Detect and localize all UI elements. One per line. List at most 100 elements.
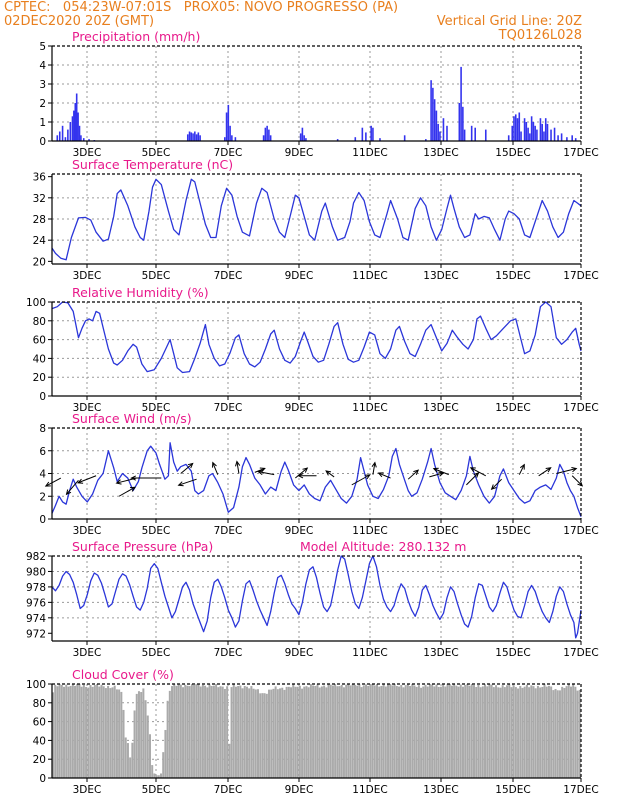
cloud-cover-bar <box>124 737 127 778</box>
precipitation-bar <box>188 131 191 141</box>
cloud-cover-bar <box>298 685 301 778</box>
cloud-cover-bar <box>362 685 365 778</box>
humidity-series-line <box>51 301 582 374</box>
cloud-cover-bar <box>201 684 204 778</box>
humidity-y-tick-label: 20 <box>33 372 46 384</box>
humidity-y-tick-label: 40 <box>33 353 46 365</box>
humidity-x-tick-label: 3DEC <box>73 402 102 414</box>
precipitation-bar <box>430 80 432 141</box>
wind-vector-head <box>129 486 137 492</box>
cloud-cover-bar <box>221 686 224 778</box>
cloud-cover-bar <box>472 685 475 778</box>
precipitation-bar <box>432 87 434 141</box>
cloud-cover-bar <box>199 686 202 778</box>
cloud-cover-bar <box>204 685 207 778</box>
cloud-cover-bar <box>100 684 103 778</box>
cloud-cover-y-tick-label: 100 <box>26 679 46 691</box>
cloud-cover-bar <box>353 684 356 778</box>
cloud-cover-y-tick-label: 60 <box>33 717 46 729</box>
pressure-x-tick-label: 15DEC <box>495 647 530 659</box>
cloud-cover-bar <box>129 757 132 778</box>
cloud-cover-bar <box>223 688 226 778</box>
precipitation-x-tick-label: 11DEC <box>352 147 387 159</box>
header-model-id: TQ0126L028 <box>498 28 582 43</box>
precipitation-bar <box>553 127 556 141</box>
cloud-cover-bar <box>314 685 317 778</box>
precipitation-bar <box>354 137 357 141</box>
cloud-cover-bar <box>287 686 290 778</box>
precipitation-bar <box>264 127 267 141</box>
precipitation-bar <box>463 129 466 141</box>
wind-x-tick-label: 7DEC <box>214 525 243 537</box>
cloud-cover-bar <box>263 693 266 778</box>
precipitation-bar <box>199 135 201 141</box>
cloud-cover-bar <box>142 688 145 778</box>
cloud-cover-bar <box>488 684 491 778</box>
wind-vector <box>118 486 136 497</box>
pressure-y-tick-label: 980 <box>26 566 46 578</box>
precipitation-bar <box>523 118 526 141</box>
cloud-cover-bar <box>312 685 315 778</box>
cloud-cover-bar <box>508 684 511 778</box>
wind-x-tick-label: 5DEC <box>142 525 171 537</box>
cloud-cover-bar <box>413 685 416 778</box>
temperature-y-tick-label: 32 <box>33 193 46 205</box>
cloud-cover-bar <box>459 684 462 778</box>
precipitation-bar <box>336 139 339 141</box>
temperature-x-tick-label: 3DEC <box>73 270 102 282</box>
cloud-cover-bar <box>345 684 348 778</box>
cloud-cover-bar <box>303 686 306 778</box>
precipitation-bar <box>78 125 81 141</box>
cloud-cover-bar <box>126 743 129 778</box>
wind-vector <box>66 479 79 495</box>
wind-x-tick-label: 15DEC <box>495 525 530 537</box>
cloud-cover-bar <box>578 689 581 778</box>
cloud-cover-bar <box>69 685 72 778</box>
cloud-cover-bar <box>572 684 575 778</box>
cloud-cover-bar <box>179 684 182 778</box>
precipitation-bar <box>67 129 69 141</box>
wind-vector <box>212 462 219 475</box>
cloud-cover-bar <box>389 684 392 778</box>
wind-vector <box>325 470 335 478</box>
precipitation-bar <box>82 138 85 141</box>
wind-vector <box>236 461 240 474</box>
precipitation-x-tick-label: 3DEC <box>73 147 102 159</box>
cloud-cover-bar <box>517 688 520 778</box>
cloud-cover-bar <box>384 686 387 778</box>
cloud-cover-bar <box>234 686 237 778</box>
cloud-cover-bar <box>248 688 251 778</box>
wind-vector-head <box>490 484 497 491</box>
header-grid-line-note: Vertical Grid Line: 20Z <box>436 14 582 29</box>
cloud-cover-bar <box>166 700 169 778</box>
cloud-cover-bar <box>54 684 57 778</box>
cloud-cover-bar <box>545 686 548 778</box>
cloud-cover-bar <box>442 684 445 778</box>
cloud-cover-title: Cloud Cover (%) <box>72 667 174 682</box>
cloud-cover-bar <box>567 684 570 778</box>
cloud-cover-bar <box>446 684 449 778</box>
cloud-cover-bar <box>382 684 385 778</box>
cloud-cover-bar <box>369 684 372 778</box>
cloud-cover-bar <box>563 687 566 778</box>
precipitation-bar <box>192 133 194 141</box>
pressure-x-tick-label: 9DEC <box>285 647 314 659</box>
precipitation-bar <box>305 138 307 141</box>
cloud-cover-bar <box>437 686 440 778</box>
temperature-y-tick-label: 20 <box>33 256 46 268</box>
cloud-cover-bar <box>261 693 264 778</box>
cloud-cover-bar <box>296 686 299 778</box>
cloud-cover-bar <box>243 685 246 778</box>
precipitation-bar <box>69 122 72 141</box>
cloud-cover-bar <box>252 688 255 778</box>
cloud-cover-bar <box>274 686 277 778</box>
wind-vector <box>518 464 525 475</box>
cloud-cover-bar <box>391 685 394 778</box>
cloud-cover-bar <box>435 684 438 778</box>
wind-vector <box>378 472 391 479</box>
cloud-cover-bar <box>135 693 138 778</box>
cloud-cover-bar <box>534 688 537 778</box>
cloud-cover-bar <box>74 685 77 778</box>
temperature-x-tick-label: 11DEC <box>352 270 387 282</box>
cloud-cover-bar <box>415 686 418 778</box>
